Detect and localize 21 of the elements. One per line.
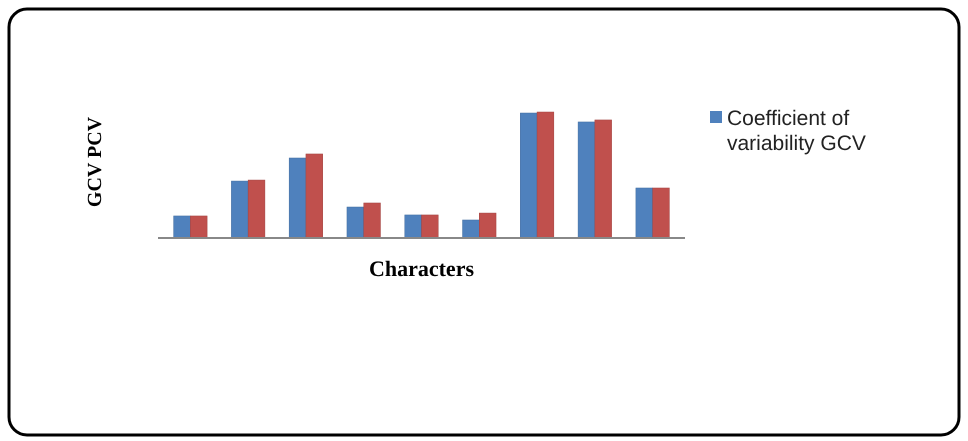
x-axis-title: Characters: [368, 256, 474, 281]
bar: [173, 216, 191, 238]
bar: [578, 122, 596, 238]
bar: [479, 212, 496, 238]
bar: [306, 154, 323, 238]
bar: [363, 202, 381, 238]
bar: [421, 214, 439, 238]
bar: [636, 188, 653, 238]
bar: [536, 112, 554, 238]
bar: [346, 206, 364, 238]
legend-label: Coefficient of variability GCV: [727, 107, 866, 155]
bar: [520, 112, 538, 238]
bar: [231, 180, 248, 238]
bar: [594, 120, 612, 238]
bar: [248, 180, 266, 238]
y-axis-title: GCV PCV: [84, 116, 106, 208]
bar: [462, 220, 480, 238]
bar: [288, 158, 306, 238]
bar: [190, 216, 208, 238]
bar: [652, 188, 670, 238]
bar: [404, 214, 422, 238]
